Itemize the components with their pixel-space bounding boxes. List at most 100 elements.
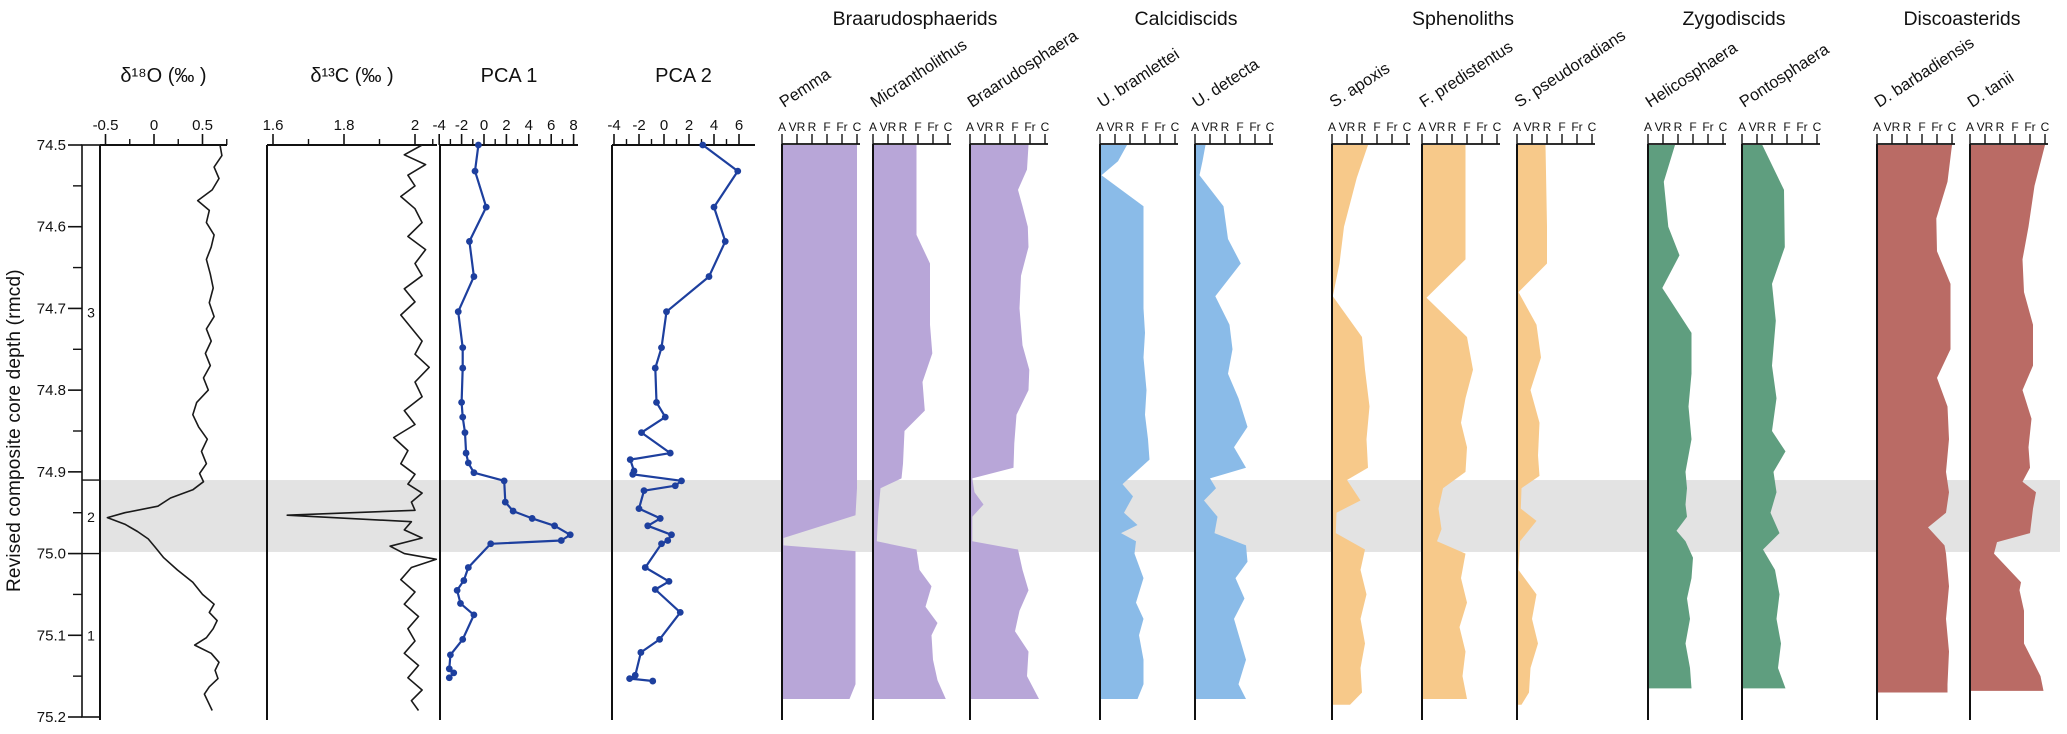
u_detecta-cat-label: Fr <box>1249 120 1260 134</box>
pontosphaera-cat-label: C <box>1813 120 1822 134</box>
pca2-marker <box>641 564 649 571</box>
u_detecta-cat-label: VR <box>1202 120 1219 134</box>
pca2-tick-label: -4 <box>607 117 620 134</box>
pca1-marker <box>445 665 453 673</box>
helicosphaera-fill <box>1648 145 1693 689</box>
pca2-marker <box>649 677 657 685</box>
s_pseudoradians-cat-label: A <box>1513 120 1521 134</box>
d18O-tick-label: 0 <box>150 117 158 134</box>
u_bramlettei-cat-label: R <box>1126 120 1135 134</box>
pontosphaera-cat-label: Fr <box>1796 120 1807 134</box>
pca1-marker <box>501 498 509 506</box>
pca2-marker <box>631 671 639 679</box>
pontosphaera-cat-label: VR <box>1749 120 1766 134</box>
u_detecta-cat-label: R <box>1221 120 1230 134</box>
pca1-marker <box>459 344 467 352</box>
panel-u_detecta: A VR R F Fr CU. detecta <box>1189 55 1275 720</box>
pca1-marker <box>445 674 453 682</box>
d_tanii-fill <box>1970 145 2045 691</box>
u_detecta-cat-label: A <box>1191 120 1199 134</box>
micrantholithus-cat-label: C <box>944 120 953 134</box>
panel-d13C: 1.6 1.8 2 δ¹³C (‰ ) <box>263 65 438 720</box>
panel-pemma: A VR R F Fr C Pemma <box>776 65 862 720</box>
u_bramlettei-cat-label: F <box>1141 120 1148 134</box>
pca1-marker <box>454 308 462 316</box>
u_detecta-fill <box>1195 145 1248 699</box>
pca1-marker <box>475 141 482 149</box>
s_pseudoradians-cat-label: R <box>1543 120 1552 134</box>
pca1-marker <box>464 564 472 571</box>
panel-d18O: -0.5 0 0.5 δ¹⁸O (‰ ) <box>93 65 228 720</box>
d_barbadiensis-cat-label: R <box>1903 120 1912 134</box>
d18O-curve <box>106 144 223 711</box>
d_barbadiensis-cat-label: Fr <box>1931 120 1942 134</box>
pca1-marker <box>447 651 454 659</box>
panel-d_barbadiensis: A VR R F Fr CD. barbadiensis <box>1871 34 1977 720</box>
pca1-marker <box>551 522 558 530</box>
pca2-marker <box>658 344 665 352</box>
micrantholithus-cat-label: Fr <box>927 120 938 134</box>
u_detecta-species-label: U. detecta <box>1189 55 1263 112</box>
micrantholithus-cat-label: A <box>869 120 877 134</box>
pemma-cat-label: R <box>808 120 817 134</box>
pca2-marker <box>651 364 659 372</box>
pca2-marker <box>653 399 660 406</box>
pca2-marker <box>666 449 674 457</box>
f_predistentus-cat-label: R <box>1448 120 1457 134</box>
micrantholithus-species-label: Micrantholithus <box>867 36 970 112</box>
u_bramlettei-cat-label: VR <box>1107 120 1124 134</box>
pca2-marker <box>637 649 645 656</box>
pontosphaera-cat-label: A <box>1738 120 1746 134</box>
pca2-marker <box>629 470 637 478</box>
d_barbadiensis-cat-label: VR <box>1884 120 1901 134</box>
pca2-marker <box>626 456 634 463</box>
pca2-marker <box>651 586 659 593</box>
pca2-marker <box>638 429 645 437</box>
braarudosphaera-cat-label: F <box>1011 120 1018 134</box>
pca1-marker <box>459 413 467 421</box>
panel-helicosphaera: A VR R F Fr C Helicosphaera <box>1642 38 1741 720</box>
depth-tick-label: 75.2 <box>37 709 66 726</box>
d_tanii-cat-label: C <box>2041 120 2050 134</box>
d_tanii-species-label: D. tanii <box>1964 68 2017 111</box>
pca1-tick-label: 8 <box>569 117 577 134</box>
pemma-cat-label: VR <box>789 120 806 134</box>
pca2-tick-label: -2 <box>632 117 645 134</box>
pca2-marker <box>678 477 685 485</box>
pca1-curve <box>448 144 572 679</box>
pemma-cat-label: Fr <box>836 120 847 134</box>
pca1-marker <box>466 238 473 245</box>
pca1-marker <box>566 531 574 539</box>
s_pseudoradians-cat-label: C <box>1588 120 1597 134</box>
pca2-marker <box>734 167 742 175</box>
braarudosphaera-cat-label: VR <box>977 120 994 134</box>
s_apoxis-cat-label: Fr <box>1386 120 1397 134</box>
f_predistentus-fill <box>1422 145 1473 699</box>
panel-pca1: -4 -2 0 2 4 6 8 PCA 1 <box>433 65 578 720</box>
helicosphaera-cat-label: Fr <box>1702 120 1713 134</box>
pca1-tick-label: 6 <box>547 117 555 134</box>
d13C-tick-label: 2 <box>411 117 419 134</box>
pca1-marker <box>557 537 565 544</box>
pca1-markers <box>445 141 574 682</box>
pca2-marker <box>626 675 634 682</box>
pca1-tick-label: 0 <box>480 117 488 134</box>
helicosphaera-cat-label: F <box>1689 120 1696 134</box>
u_detecta-cat-label: C <box>1266 120 1275 134</box>
pca1-marker <box>487 540 495 548</box>
pca1-title: PCA 1 <box>481 65 538 87</box>
d13C-title: δ¹³C (‰ ) <box>310 65 393 87</box>
micrantholithus-cat-label: VR <box>880 120 897 134</box>
pca2-marker <box>676 609 684 616</box>
pca1-tick-label: 4 <box>525 117 533 134</box>
depth-tick-label: 75.0 <box>37 546 66 563</box>
core-section-label: 3 <box>87 305 95 321</box>
micrantholithus-cat-label: F <box>914 120 921 134</box>
s_pseudoradians-cat-label: F <box>1558 120 1565 134</box>
pca1-marker <box>482 203 490 211</box>
helicosphaera-cat-label: R <box>1674 120 1683 134</box>
d_tanii-cat-label: Fr <box>2024 120 2035 134</box>
d_tanii-cat-label: R <box>1996 120 2005 134</box>
braarudosphaera-fill <box>970 145 1039 699</box>
helicosphaera-cat-label: VR <box>1655 120 1672 134</box>
